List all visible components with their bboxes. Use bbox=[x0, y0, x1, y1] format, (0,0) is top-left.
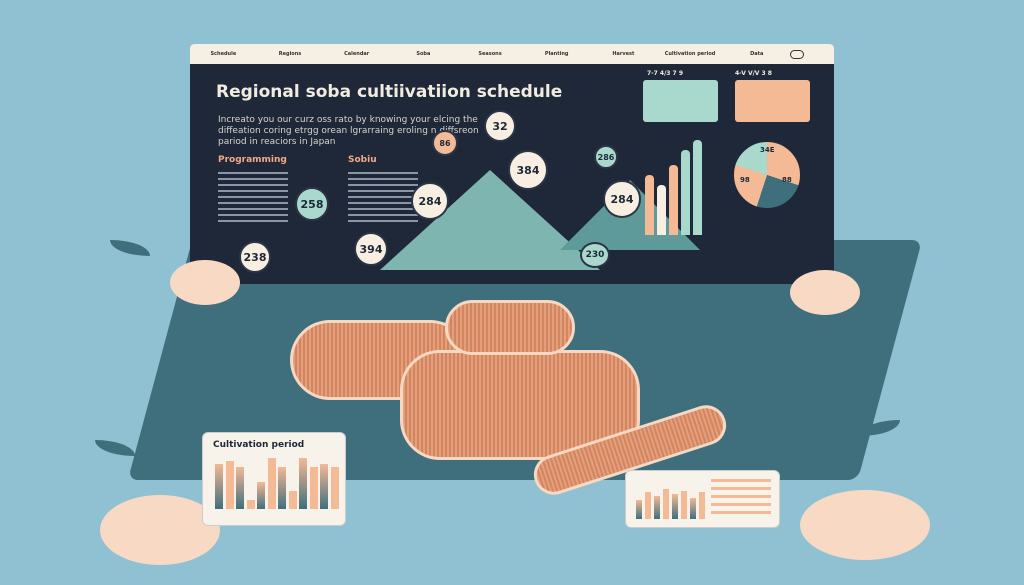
section-heading: Programming bbox=[218, 155, 287, 165]
summary-card bbox=[625, 470, 780, 528]
cultivation-period-card: Cultivation period bbox=[202, 432, 346, 526]
data-bubble[interactable]: 258 bbox=[295, 187, 329, 221]
pie-label: 88 bbox=[782, 176, 792, 184]
nav-item[interactable]: Cultivation period bbox=[664, 51, 716, 57]
data-bubble[interactable]: 286 bbox=[594, 145, 618, 169]
nav-item[interactable]: Planting bbox=[544, 51, 569, 57]
pie-label: 98 bbox=[740, 176, 750, 184]
soba-field bbox=[445, 300, 575, 355]
bar bbox=[299, 458, 307, 509]
bar bbox=[246, 500, 255, 509]
bar bbox=[330, 467, 339, 509]
nav-item[interactable]: Soba bbox=[416, 51, 431, 57]
bar bbox=[278, 467, 286, 509]
bar bbox=[645, 175, 654, 235]
bar bbox=[257, 482, 265, 509]
text-block bbox=[218, 172, 288, 222]
page-title: Regional soba cultiivatiion schedule bbox=[216, 82, 563, 102]
nav-item[interactable]: Data bbox=[750, 51, 764, 57]
calendar-widget[interactable]: 7-7 4/3 7 9 bbox=[643, 70, 718, 122]
bar bbox=[690, 498, 696, 519]
bar bbox=[693, 140, 702, 235]
bar bbox=[663, 488, 669, 519]
bar bbox=[267, 458, 276, 509]
bar bbox=[225, 461, 234, 509]
bar bbox=[654, 496, 660, 519]
pie-chart bbox=[732, 140, 802, 210]
bar bbox=[645, 492, 651, 519]
bar bbox=[657, 185, 666, 235]
calendar-widget[interactable]: 4-V V/V 3 8 bbox=[735, 70, 810, 122]
bar bbox=[681, 490, 687, 519]
pie-label: 34E bbox=[760, 146, 775, 154]
bar bbox=[699, 492, 705, 519]
data-bubble[interactable]: 230 bbox=[580, 242, 610, 268]
bar bbox=[288, 491, 297, 509]
decorative-bush bbox=[790, 270, 860, 315]
nav-item[interactable]: Harvest bbox=[612, 51, 635, 57]
page-subtitle: Increato you our curz oss rato by knowin… bbox=[218, 115, 479, 147]
bar bbox=[215, 464, 223, 509]
data-bubble[interactable]: 238 bbox=[239, 241, 271, 273]
data-bubble[interactable]: 394 bbox=[354, 232, 388, 266]
bar bbox=[309, 467, 318, 509]
legend-list bbox=[711, 479, 771, 519]
data-bubble[interactable]: 284 bbox=[603, 180, 641, 218]
bar bbox=[681, 150, 690, 235]
decorative-bush bbox=[800, 490, 930, 560]
bar bbox=[320, 464, 328, 509]
nav-item[interactable]: Calendar bbox=[344, 51, 370, 57]
calendar-label: 7-7 4/3 7 9 bbox=[647, 70, 683, 77]
nav-item[interactable]: Schedule bbox=[210, 51, 237, 57]
decorative-bush bbox=[170, 260, 240, 305]
leaf-icon bbox=[95, 440, 135, 456]
bar bbox=[636, 500, 642, 519]
calendar-label: 4-V V/V 3 8 bbox=[735, 70, 772, 77]
nav-item[interactable]: Regions bbox=[278, 51, 302, 57]
section-heading: Sobiu bbox=[348, 155, 377, 165]
leaf-icon bbox=[110, 240, 150, 256]
bar bbox=[672, 494, 678, 519]
bar bbox=[236, 467, 244, 509]
data-bubble[interactable]: 32 bbox=[484, 110, 516, 142]
card-title: Cultivation period bbox=[213, 440, 305, 450]
nav-item[interactable]: Seasons bbox=[478, 51, 502, 57]
data-bubble[interactable]: 86 bbox=[432, 130, 458, 156]
top-nav-bar: Schedule Regions Calendar Soba Seasons P… bbox=[190, 44, 834, 64]
data-bubble[interactable]: 284 bbox=[411, 182, 449, 220]
data-bubble[interactable]: 384 bbox=[508, 150, 548, 190]
bar bbox=[669, 165, 678, 235]
toggle-switch[interactable] bbox=[790, 49, 805, 59]
bar-chart bbox=[640, 140, 720, 235]
decorative-bush bbox=[100, 495, 220, 565]
